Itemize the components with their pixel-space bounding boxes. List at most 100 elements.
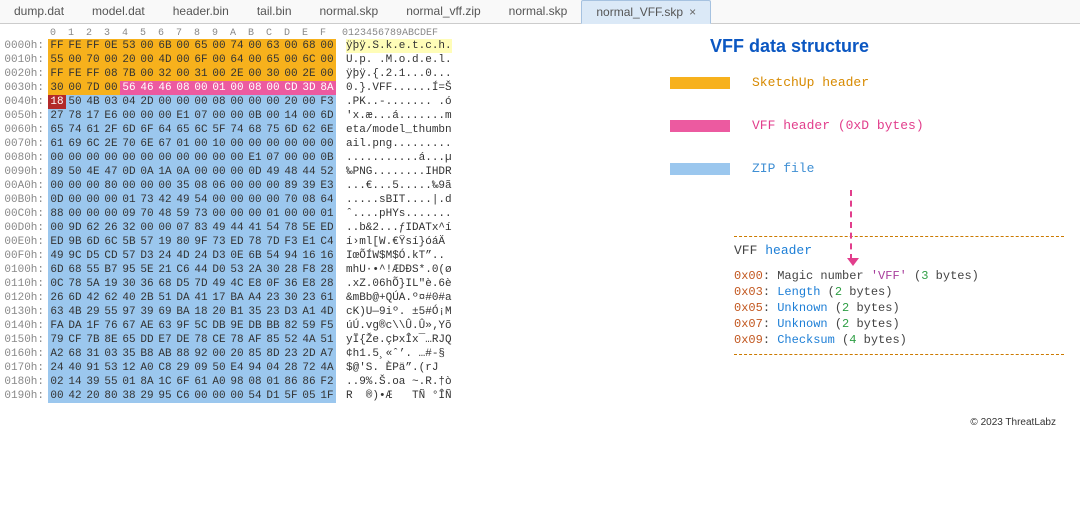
hex-row: 00E0h:ED9B6D6C5B5719809F73ED787DF3E1C4í›… <box>0 235 640 249</box>
hex-byte: 32 <box>156 67 174 81</box>
hex-byte: 00 <box>138 39 156 53</box>
hex-byte: 29 <box>174 361 192 375</box>
hex-byte: 88 <box>174 347 192 361</box>
hex-byte: 17 <box>84 109 102 123</box>
hex-byte: 00 <box>228 207 246 221</box>
hex-byte: DB <box>246 319 264 333</box>
hex-byte: 80 <box>102 179 120 193</box>
hex-byte: C6 <box>174 263 192 277</box>
row-offset: 0010h: <box>0 53 48 67</box>
tab-dump-dat[interactable]: dump.dat <box>0 0 78 23</box>
hex-byte: C8 <box>156 361 174 375</box>
hex-byte: 01 <box>120 375 138 389</box>
hex-byte: FE <box>66 39 84 53</box>
hex-byte: E8 <box>246 277 264 291</box>
hex-byte: 00 <box>210 67 228 81</box>
hex-byte: 00 <box>210 53 228 67</box>
tab-normal-skp[interactable]: normal.skp <box>495 0 582 23</box>
hex-byte: 27 <box>48 109 66 123</box>
hex-col-label: F <box>314 28 332 39</box>
hex-byte: 20 <box>228 347 246 361</box>
hex-row: 00A0h:000000800000003508060000008939E3..… <box>0 179 640 193</box>
hex-bytes: 0D000000017342495400000000700864 <box>48 193 336 207</box>
hex-bytes: 5500700020004D006F00640065006C00 <box>48 53 336 67</box>
hex-byte: 40 <box>66 361 84 375</box>
hex-byte: 86 <box>282 375 300 389</box>
hex-byte: 53 <box>102 361 120 375</box>
hex-byte: 10 <box>210 137 228 151</box>
hex-byte: 4A <box>300 333 318 347</box>
hex-byte: 78 <box>228 333 246 347</box>
hex-byte: 00 <box>264 193 282 207</box>
detail-line: 0x03: Length (2 bytes) <box>734 284 1064 300</box>
hex-byte: 2E <box>300 67 318 81</box>
hex-row: 0140h:FADA1F7667AE639F5CDB9EDBBB8259F5úÚ… <box>0 319 640 333</box>
hex-byte: F3 <box>318 95 336 109</box>
legend-arrow <box>850 190 852 260</box>
hex-row: 00D0h:009D6226320000078349444154785EED..… <box>0 221 640 235</box>
hex-byte: 00 <box>246 179 264 193</box>
hex-byte: 31 <box>84 347 102 361</box>
hex-byte: BA <box>228 291 246 305</box>
tab-normal-skp[interactable]: normal.skp <box>306 0 393 23</box>
tab-normal_VFF-skp[interactable]: normal_VFF.skp× <box>581 0 711 24</box>
hex-byte: E7 <box>156 333 174 347</box>
hex-byte: 4B <box>66 305 84 319</box>
hex-byte: FF <box>48 67 66 81</box>
hex-bytes: 009D6226320000078349444154785EED <box>48 221 336 235</box>
hex-col-label: 1 <box>62 28 80 39</box>
row-offset: 00D0h: <box>0 221 48 235</box>
hex-byte: 55 <box>48 53 66 67</box>
hex-byte: 00 <box>282 137 300 151</box>
hex-byte: 2D <box>300 347 318 361</box>
hex-bytes: 634B2955973969BA1820B13523D3A14D <box>48 305 336 319</box>
tab-normal_vff-zip[interactable]: normal_vff.zip <box>392 0 494 23</box>
hex-byte: 67 <box>120 319 138 333</box>
hex-byte: 00 <box>228 95 246 109</box>
hex-byte: 6B <box>156 39 174 53</box>
hex-byte: 2E <box>102 137 120 151</box>
close-icon[interactable]: × <box>689 5 696 19</box>
hex-byte: 00 <box>282 53 300 67</box>
hex-bytes: 6574612F6D6F64656C5F7468756D626E <box>48 123 336 137</box>
row-offset: 0080h: <box>0 151 48 165</box>
detail-line: 0x05: Unknown (2 bytes) <box>734 300 1064 316</box>
hex-byte: E3 <box>318 179 336 193</box>
hex-byte: 53 <box>228 263 246 277</box>
hex-byte: 04 <box>120 95 138 109</box>
ascii-text: &mBb@+QÚA.º¤#0#a <box>346 291 452 305</box>
hex-byte: 00 <box>66 81 84 95</box>
hex-row: 0170h:2440915312A0C8290950E4940428724A$@… <box>0 361 640 375</box>
hex-byte: D5 <box>84 249 102 263</box>
hex-byte: 8D <box>264 347 282 361</box>
hex-byte: 00 <box>264 137 282 151</box>
hex-col-label: A <box>224 28 242 39</box>
hex-byte: ED <box>228 235 246 249</box>
hex-byte: CF <box>66 333 84 347</box>
row-offset: 0140h: <box>0 319 48 333</box>
ascii-text: í›ml[W.€Ÿsí}óáÄ <box>346 235 445 249</box>
hex-byte: ED <box>48 235 66 249</box>
hex-byte: 89 <box>48 165 66 179</box>
hex-byte: 0E <box>102 39 120 53</box>
hex-bytes: 2440915312A0C8290950E4940428724A <box>48 361 336 375</box>
hex-byte: 46 <box>138 81 156 95</box>
hex-byte: 7D <box>84 81 102 95</box>
tab-tail-bin[interactable]: tail.bin <box>243 0 306 23</box>
hex-bytes: 277817E6000000E10700000B0014006D <box>48 109 336 123</box>
tab-header-bin[interactable]: header.bin <box>159 0 243 23</box>
hex-byte: 35 <box>246 305 264 319</box>
hex-byte: 7D <box>192 277 210 291</box>
hex-byte: 09 <box>120 207 138 221</box>
hex-byte: A2 <box>48 347 66 361</box>
hex-byte: D3 <box>282 305 300 319</box>
hex-byte: 00 <box>264 109 282 123</box>
hex-row: 0050h:277817E6000000E10700000B0014006D'x… <box>0 109 640 123</box>
tab-model-dat[interactable]: model.dat <box>78 0 159 23</box>
hex-byte: 74 <box>228 123 246 137</box>
hex-byte: 23 <box>300 291 318 305</box>
row-offset: 0030h: <box>0 81 48 95</box>
hex-bytes: 6D6855B7955E21C644D0532A3028F828 <box>48 263 336 277</box>
hex-byte: A0 <box>138 361 156 375</box>
hex-byte: 6C <box>84 137 102 151</box>
